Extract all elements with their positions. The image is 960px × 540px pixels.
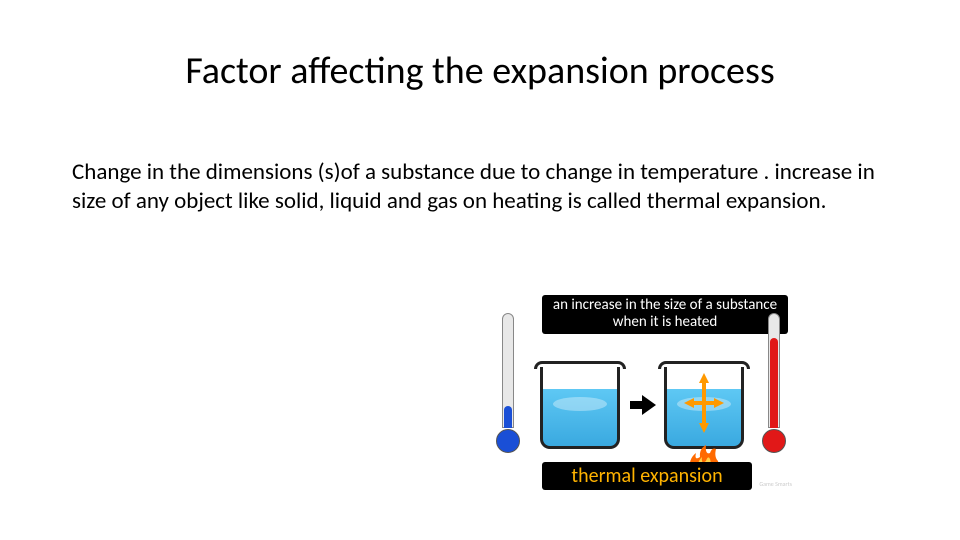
diagram-caption-top: an increase in the size of a substance w… (542, 295, 788, 334)
thermal-expansion-diagram: an increase in the size of a substance w… (438, 295, 798, 490)
water-surface (553, 397, 607, 411)
thermometer-hot-bulb (762, 429, 786, 453)
thermometer-cold-bulb (496, 429, 520, 453)
beaker-before (534, 357, 626, 449)
thermometer-cold (492, 313, 524, 463)
page-title: Factor affecting the expansion process (0, 48, 960, 94)
thermometer-cold-fill (504, 406, 512, 428)
diagram-credit: Game Smarts (759, 480, 792, 488)
water-surface (677, 397, 731, 411)
beaker-body (664, 367, 744, 449)
beaker-body (540, 367, 620, 449)
definition-text: Change in the dimensions (s)of a substan… (72, 158, 892, 216)
arrow-right-icon (630, 395, 658, 415)
beaker-after (658, 357, 750, 449)
thermometer-hot-fill (770, 338, 778, 428)
diagram-caption-bottom: thermal expansion (542, 462, 752, 490)
thermometer-hot (758, 313, 790, 463)
